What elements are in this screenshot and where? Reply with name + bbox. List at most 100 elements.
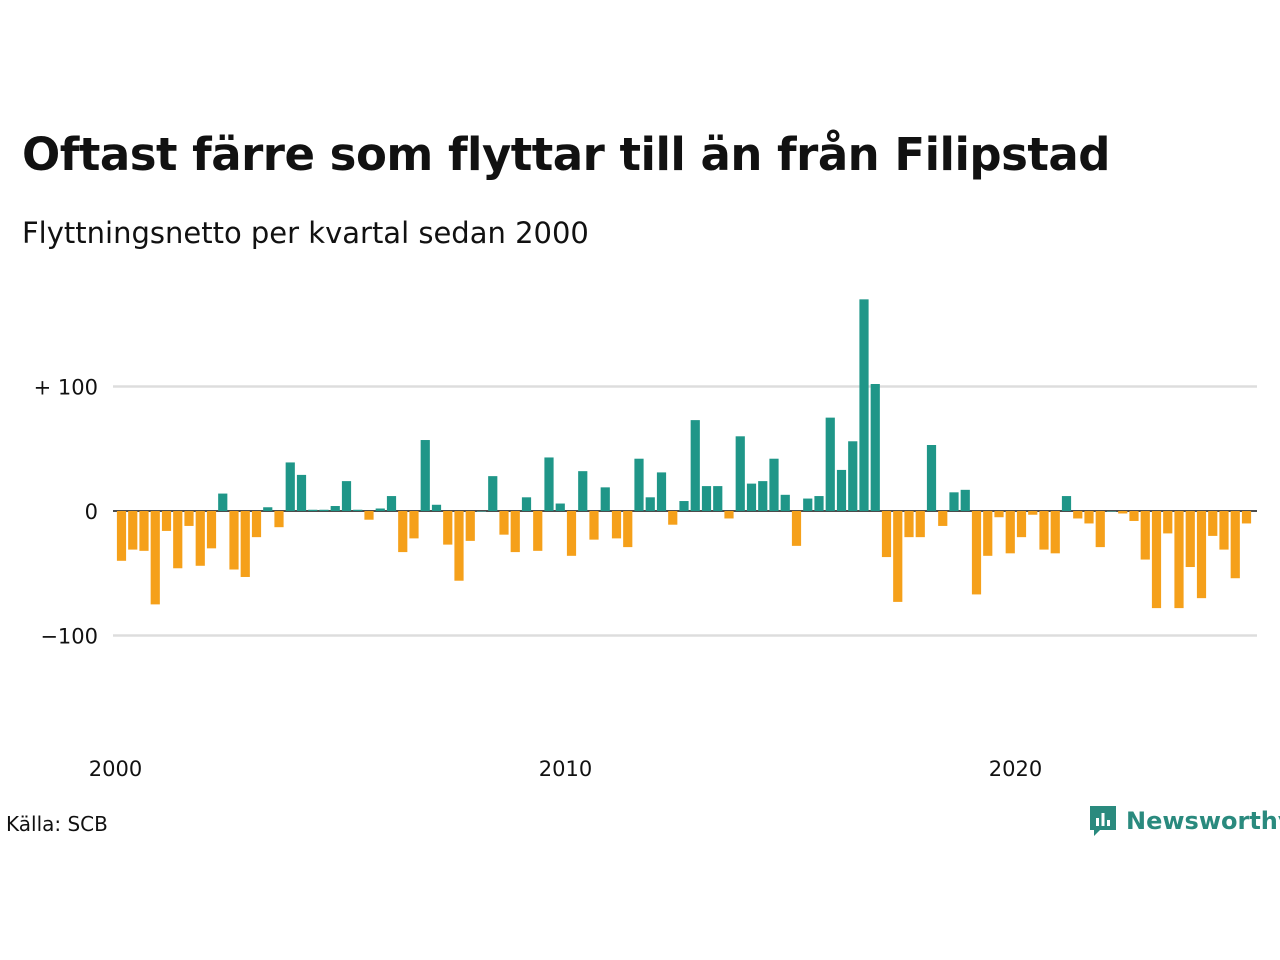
bar xyxy=(971,511,982,595)
bar xyxy=(769,458,779,511)
bar xyxy=(600,487,610,512)
bar xyxy=(544,457,554,511)
newsworthy-logo-icon xyxy=(1090,806,1116,836)
bar xyxy=(195,511,205,566)
bar xyxy=(668,511,678,525)
bar xyxy=(1140,511,1150,560)
bar xyxy=(499,511,509,535)
bar xyxy=(983,511,993,556)
bar xyxy=(139,511,149,551)
bar xyxy=(161,511,172,531)
bar xyxy=(386,496,397,511)
bar xyxy=(285,462,295,511)
y-tick-label: + 100 xyxy=(34,376,98,400)
bar xyxy=(915,511,925,538)
brand-logo: Newsworthy xyxy=(1088,804,1280,838)
bar xyxy=(1095,511,1105,548)
bar xyxy=(578,471,588,511)
bar xyxy=(173,511,183,569)
bar xyxy=(274,511,284,528)
bar xyxy=(623,511,633,548)
bar xyxy=(1084,511,1094,524)
x-tick-label: 2010 xyxy=(539,757,592,781)
axis-labels: + 100 0 −100 2000 2010 2020 xyxy=(34,376,1043,782)
bar xyxy=(364,511,374,520)
bar xyxy=(994,511,1004,518)
bar xyxy=(746,483,757,511)
bar xyxy=(206,511,217,549)
x-tick-label: 2000 xyxy=(89,757,142,781)
bar xyxy=(1174,511,1184,609)
bar xyxy=(296,474,307,511)
y-tick-label: 0 xyxy=(85,500,98,524)
bar xyxy=(848,441,858,511)
bar xyxy=(150,511,160,605)
bar xyxy=(780,494,790,511)
bar xyxy=(589,511,599,540)
chart-title: Oftast färre som flyttar till än från Fi… xyxy=(22,128,1111,181)
bar xyxy=(409,511,419,539)
bar xyxy=(229,511,239,570)
bar xyxy=(308,509,318,511)
bar xyxy=(454,511,464,581)
bar xyxy=(341,481,352,511)
bar xyxy=(521,497,532,512)
bar xyxy=(926,445,937,511)
bar xyxy=(1118,511,1128,514)
bar xyxy=(1219,511,1229,550)
bar xyxy=(1185,511,1195,568)
bar xyxy=(690,420,700,512)
bar xyxy=(1241,511,1252,524)
bar xyxy=(735,436,745,511)
bar xyxy=(398,511,408,553)
bar xyxy=(803,498,813,511)
bar xyxy=(825,417,835,512)
bar xyxy=(611,511,622,539)
bar xyxy=(375,508,385,511)
bar xyxy=(679,501,689,511)
bars xyxy=(116,299,1252,609)
bar xyxy=(1039,511,1049,550)
bar xyxy=(859,299,869,511)
bar xyxy=(701,486,712,511)
bar xyxy=(330,506,340,511)
bar xyxy=(814,496,824,511)
bar xyxy=(1106,511,1117,512)
chart-subtitle: Flyttningsnetto per kvartal sedan 2000 xyxy=(22,216,589,250)
bar-chart: + 100 0 −100 2000 2010 2020 xyxy=(34,299,1257,782)
bar xyxy=(938,511,948,526)
bar xyxy=(1073,511,1083,519)
bar xyxy=(476,511,487,512)
bar xyxy=(319,509,329,511)
bar xyxy=(116,511,127,561)
bar xyxy=(1005,511,1015,554)
bar xyxy=(893,511,903,602)
bar xyxy=(420,440,430,511)
bar xyxy=(1016,511,1027,538)
bar xyxy=(881,511,892,558)
bar xyxy=(128,511,138,550)
bar xyxy=(949,492,959,511)
bar xyxy=(713,486,723,511)
bar xyxy=(960,489,970,511)
bar xyxy=(431,504,442,511)
bar xyxy=(1151,511,1162,609)
bar xyxy=(724,511,734,519)
bar xyxy=(904,511,914,538)
bar xyxy=(1163,511,1173,534)
bar xyxy=(656,472,667,511)
bar xyxy=(1208,511,1218,536)
bar xyxy=(566,511,577,556)
bar xyxy=(791,511,802,546)
bar xyxy=(634,458,644,511)
bar xyxy=(488,476,498,511)
brand-name: Newsworthy xyxy=(1126,807,1280,835)
bar xyxy=(555,503,565,511)
bar xyxy=(533,511,543,551)
bar xyxy=(645,497,655,512)
bar xyxy=(443,511,453,545)
bar xyxy=(1061,496,1072,511)
bar xyxy=(758,481,768,511)
x-tick-label: 2020 xyxy=(989,757,1042,781)
bar xyxy=(1129,511,1139,521)
